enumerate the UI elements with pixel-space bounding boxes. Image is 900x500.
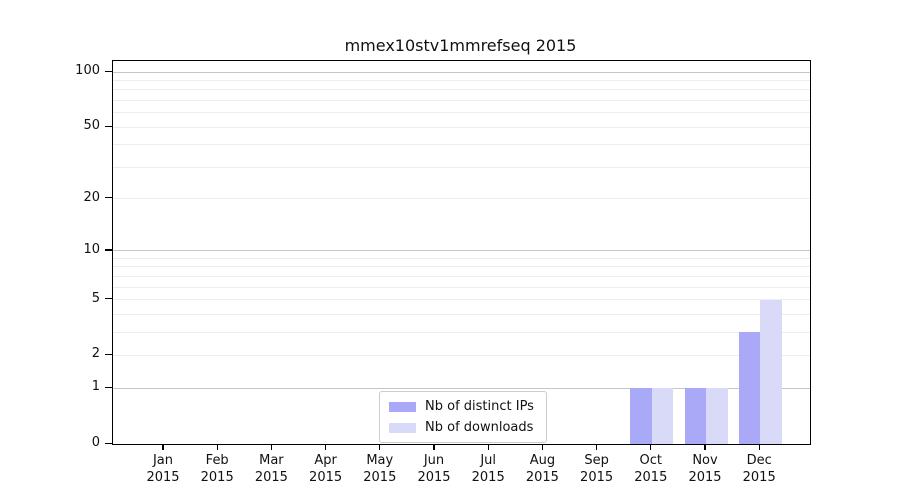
xtick-label-aug: Aug 2015 (525, 453, 559, 485)
ytick-mark-50 (105, 125, 112, 127)
xtick-mark-oct (650, 444, 652, 450)
ytick-label-20: 20 (83, 189, 100, 205)
xtick-label-jun: Jun 2015 (417, 453, 451, 485)
legend-swatch-downloads-icon (389, 422, 416, 433)
xtick-mark-nov (704, 444, 706, 450)
gridline-y-100 (113, 71, 810, 73)
gridline-y-7 (113, 275, 810, 277)
xtick-mark-feb (216, 444, 218, 450)
gridline-y-30 (113, 166, 810, 168)
xtick-mark-mar (270, 444, 273, 450)
legend-label-distinct-ips: Nb of distinct IPs (425, 399, 534, 414)
xtick-mark-jan (162, 444, 164, 450)
ytick-mark-0 (105, 442, 112, 444)
xtick-mark-jun (433, 444, 435, 450)
legend: Nb of distinct IPs Nb of downloads (379, 391, 547, 443)
gridline-y-50 (113, 126, 810, 128)
bar-nov-series1 (706, 388, 728, 444)
gridline-y-90 (113, 80, 810, 82)
legend-swatch-distinct-ips-icon (389, 401, 416, 412)
ytick-mark-10 (105, 249, 112, 251)
gridline-y-5 (113, 299, 810, 301)
legend-label-downloads: Nb of downloads (425, 420, 534, 435)
xtick-mark-dec (758, 444, 760, 450)
xtick-mark-may (379, 444, 381, 450)
xtick-mark-sep (596, 444, 598, 450)
gridline-y-4 (113, 313, 810, 315)
xtick-label-feb: Feb 2015 (200, 453, 234, 485)
xtick-label-mar: Mar 2015 (254, 453, 288, 485)
xtick-label-oct: Oct 2015 (634, 453, 668, 485)
gridline-y-10 (113, 250, 810, 252)
bar-dec-series0 (738, 332, 761, 444)
bar-oct-series1 (651, 388, 674, 444)
gridline-y-8 (113, 266, 810, 268)
bar-nov-series0 (684, 388, 706, 444)
y-axis-tick-labels: 0 1 2 5 10 20 50 100 (0, 60, 100, 450)
ytick-mark-5 (105, 298, 112, 300)
ytick-mark-100 (105, 70, 112, 72)
chart-title: mmex10stv1mmrefseq 2015 (344, 36, 577, 55)
ytick-label-100: 100 (75, 63, 100, 79)
ytick-label-0: 0 (91, 435, 100, 450)
xtick-label-dec: Dec 2015 (742, 453, 776, 485)
bar-dec-series1 (760, 299, 782, 444)
ytick-label-50: 50 (83, 118, 100, 134)
gridline-y-1 (113, 387, 810, 389)
ytick-mark-1 (105, 386, 112, 388)
gridline-y-70 (113, 100, 810, 102)
legend-item-distinct-ips: Nb of distinct IPs (389, 398, 534, 415)
gridline-y-6 (113, 286, 810, 288)
xtick-label-nov: Nov 2015 (688, 453, 722, 485)
bar-oct-series0 (630, 388, 652, 444)
xtick-mark-jul (487, 444, 489, 450)
gridline-y-2 (113, 354, 810, 356)
ytick-label-2: 2 (91, 346, 100, 362)
ytick-label-1: 1 (91, 379, 100, 395)
xtick-label-jul: Jul 2015 (471, 453, 505, 485)
xtick-mark-aug (541, 444, 544, 450)
xtick-label-jan: Jan 2015 (146, 453, 180, 485)
xtick-mark-apr (325, 444, 327, 450)
xtick-label-sep: Sep 2015 (580, 453, 614, 485)
ytick-mark-20 (105, 197, 112, 199)
plot-area (112, 60, 811, 445)
gridline-y-9 (113, 257, 810, 259)
gridline-y-20 (113, 198, 810, 200)
xtick-label-apr: Apr 2015 (309, 453, 343, 485)
gridline-y-60 (113, 112, 810, 114)
gridline-y-80 (113, 89, 810, 91)
gridline-y-3 (113, 331, 810, 333)
ytick-mark-2 (105, 353, 112, 356)
ytick-label-5: 5 (91, 290, 100, 306)
ytick-label-10: 10 (83, 241, 100, 257)
gridline-y-40 (113, 144, 810, 146)
xtick-label-may: May 2015 (363, 453, 397, 485)
legend-item-downloads: Nb of downloads (389, 419, 534, 436)
